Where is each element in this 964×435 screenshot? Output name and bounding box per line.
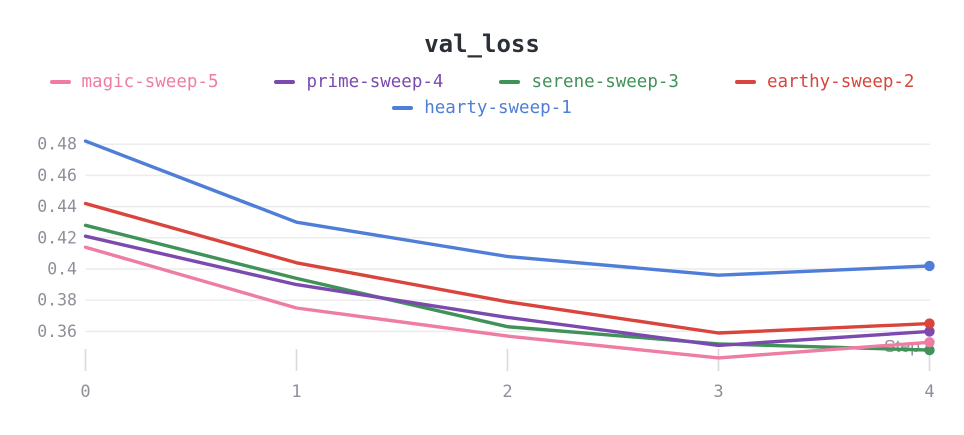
- legend-label-prime-sweep-4: prime-sweep-4: [306, 72, 444, 92]
- legend-label-magic-sweep-5: magic-sweep-5: [81, 72, 219, 92]
- x-tick-label: 4: [924, 382, 934, 402]
- y-tick-label: 0.36: [37, 322, 77, 341]
- series-line-hearty-sweep-1[interactable]: [83, 139, 932, 277]
- series-line-magic-sweep-5[interactable]: [83, 245, 932, 360]
- endpoint-dot-serene-sweep-3[interactable]: [924, 344, 935, 356]
- legend-row-2: hearty-sweep-1: [0, 97, 964, 119]
- x-tick-label: 3: [713, 382, 723, 402]
- x-tick-label: 1: [291, 382, 301, 402]
- x-tick-label: 0: [80, 382, 90, 402]
- y-tick-label: 0.46: [37, 166, 77, 185]
- legend-item-hearty-sweep-1[interactable]: hearty-sweep-1: [392, 98, 572, 118]
- legend-label-earthy-sweep-2: earthy-sweep-2: [766, 72, 915, 92]
- legend-item-earthy-sweep-2[interactable]: earthy-sweep-2: [734, 72, 915, 92]
- legend-item-prime-sweep-4[interactable]: prime-sweep-4: [274, 72, 443, 92]
- y-tick-label: 0.48: [37, 135, 77, 154]
- chart-title: val_loss: [424, 30, 540, 58]
- endpoint-dot-magic-sweep-5[interactable]: [924, 337, 935, 348]
- legend-swatch-hearty-sweep-1: [392, 106, 414, 110]
- legend-item-serene-sweep-3[interactable]: serene-sweep-3: [499, 72, 679, 92]
- legend-swatch-earthy-sweep-2: [734, 80, 756, 84]
- y-tick-label: 0.38: [37, 291, 77, 310]
- legend-item-magic-sweep-5[interactable]: magic-sweep-5: [49, 72, 219, 92]
- legend-label-hearty-sweep-1: hearty-sweep-1: [424, 98, 572, 118]
- series-line-prime-sweep-4[interactable]: [83, 234, 932, 348]
- legend-swatch-serene-sweep-3: [499, 80, 521, 84]
- legend-row-1: magic-sweep-5 prime-sweep-4 serene-sweep-3…: [0, 71, 964, 93]
- endpoint-dot-prime-sweep-4[interactable]: [924, 326, 935, 337]
- series-line-earthy-sweep-2[interactable]: [83, 201, 932, 335]
- legend-label-serene-sweep-3: serene-sweep-3: [531, 72, 679, 92]
- y-tick-label: 0.4: [47, 260, 77, 279]
- x-tick-label: 2: [502, 382, 512, 402]
- series-line-serene-sweep-3[interactable]: [83, 223, 932, 352]
- endpoint-dot-earthy-sweep-2[interactable]: [924, 318, 935, 329]
- y-tick-label: 0.44: [37, 197, 77, 216]
- legend-swatch-magic-sweep-5: [49, 80, 71, 84]
- y-tick-label: 0.42: [37, 228, 77, 247]
- endpoint-dot-hearty-sweep-1[interactable]: [924, 260, 935, 272]
- legend-swatch-prime-sweep-4: [274, 80, 296, 84]
